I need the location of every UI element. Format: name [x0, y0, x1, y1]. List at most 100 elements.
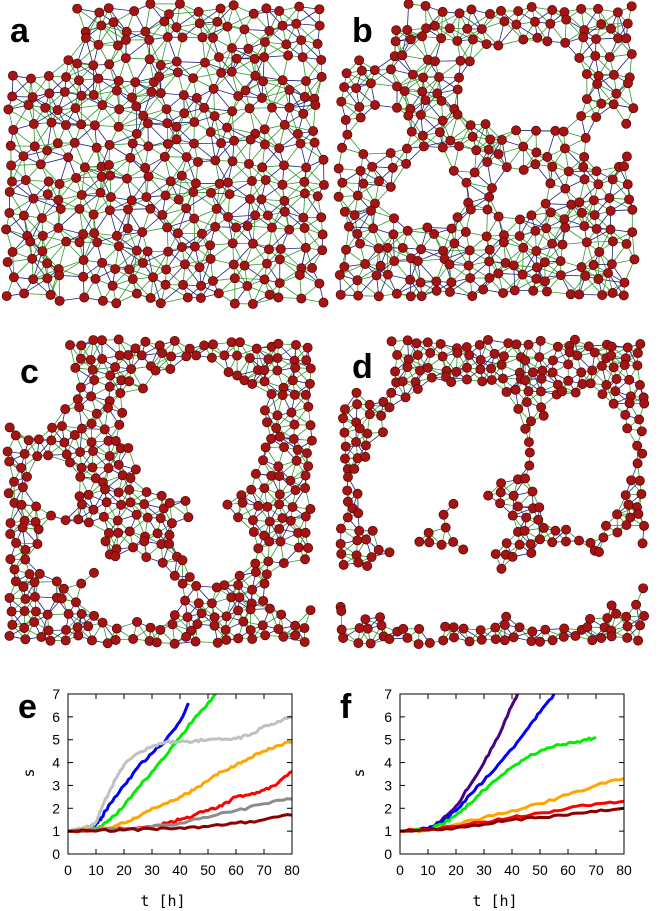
- network-node: [63, 609, 74, 619]
- network-node: [253, 500, 264, 511]
- network-node: [454, 8, 465, 19]
- network-node: [3, 104, 14, 115]
- network-node: [588, 259, 599, 270]
- network-node: [74, 491, 85, 502]
- network-node: [238, 616, 249, 627]
- network-node: [189, 117, 200, 128]
- network-node: [541, 223, 552, 234]
- network-node: [245, 604, 256, 615]
- network-node: [429, 228, 440, 239]
- network-node: [407, 69, 418, 80]
- network-node: [177, 32, 188, 43]
- network-node: [290, 620, 301, 631]
- network-node: [465, 273, 476, 283]
- network-node: [605, 224, 616, 235]
- network-node: [142, 246, 153, 257]
- network-node: [2, 257, 13, 268]
- network-node: [560, 37, 571, 48]
- network-node: [531, 262, 542, 273]
- network-node: [279, 195, 290, 206]
- network-node: [484, 256, 495, 267]
- network-node: [208, 83, 219, 94]
- network-node: [462, 23, 473, 34]
- network-node: [60, 404, 71, 415]
- network-node: [274, 254, 285, 265]
- network-node: [342, 129, 353, 140]
- network-node: [244, 353, 255, 364]
- network-node: [25, 236, 36, 247]
- network-node: [105, 370, 116, 381]
- network-node: [145, 203, 156, 214]
- network-node: [581, 237, 592, 248]
- network-node: [115, 388, 126, 399]
- network-node: [173, 228, 183, 239]
- network-node: [547, 5, 558, 15]
- network-node: [305, 420, 316, 431]
- network-node: [234, 570, 245, 581]
- network-node: [26, 73, 36, 84]
- network-node: [6, 160, 17, 171]
- network-node: [485, 134, 496, 145]
- network-node: [550, 125, 561, 136]
- network-node: [373, 291, 384, 302]
- network-node: [156, 490, 167, 501]
- network-node: [531, 246, 542, 256]
- network-node: [336, 96, 347, 107]
- network-node: [402, 25, 413, 35]
- network-node: [129, 6, 140, 17]
- network-node: [452, 35, 463, 46]
- network-node: [127, 92, 137, 103]
- network-node: [351, 83, 362, 94]
- network-node: [229, 135, 239, 146]
- network-node: [28, 193, 39, 204]
- network-node: [539, 257, 550, 268]
- network-node: [464, 56, 475, 67]
- network-node: [299, 637, 310, 647]
- network-node: [43, 176, 54, 187]
- network-node: [88, 209, 99, 220]
- network-node: [318, 154, 329, 165]
- network-node: [155, 298, 166, 309]
- network-node: [264, 536, 275, 547]
- network-node: [7, 91, 18, 102]
- network-node: [353, 290, 364, 301]
- network-node: [211, 203, 222, 214]
- network-node: [397, 50, 408, 61]
- network-node: [388, 229, 399, 240]
- network-node: [58, 583, 69, 594]
- network-node: [125, 497, 136, 508]
- network-node: [402, 225, 413, 236]
- network-node: [131, 128, 142, 139]
- network-node: [113, 40, 123, 51]
- network-node: [103, 463, 114, 474]
- network-node: [121, 26, 132, 37]
- network-node: [301, 162, 312, 173]
- network-node: [382, 269, 393, 280]
- network-node: [416, 291, 427, 302]
- network-node: [180, 495, 191, 506]
- network-node: [405, 34, 416, 45]
- network-node: [155, 624, 166, 635]
- network-node: [148, 272, 158, 283]
- network-node: [288, 434, 299, 444]
- network-node: [482, 157, 493, 167]
- network-node: [239, 24, 250, 35]
- network-node: [606, 23, 616, 34]
- network-node: [51, 576, 62, 587]
- network-node: [560, 183, 571, 194]
- network-node: [417, 86, 428, 97]
- network-node: [257, 620, 268, 631]
- network-node: [179, 259, 190, 270]
- network-node: [213, 52, 224, 63]
- network-node: [334, 269, 345, 280]
- network-node: [274, 143, 285, 154]
- network-node: [83, 517, 94, 528]
- network-node: [155, 88, 166, 99]
- network-node: [234, 337, 245, 348]
- network-node: [97, 295, 108, 306]
- network-node: [86, 635, 97, 646]
- network-node: [558, 126, 569, 137]
- network-node: [557, 239, 568, 250]
- network-node: [261, 258, 272, 269]
- network-node: [162, 32, 173, 43]
